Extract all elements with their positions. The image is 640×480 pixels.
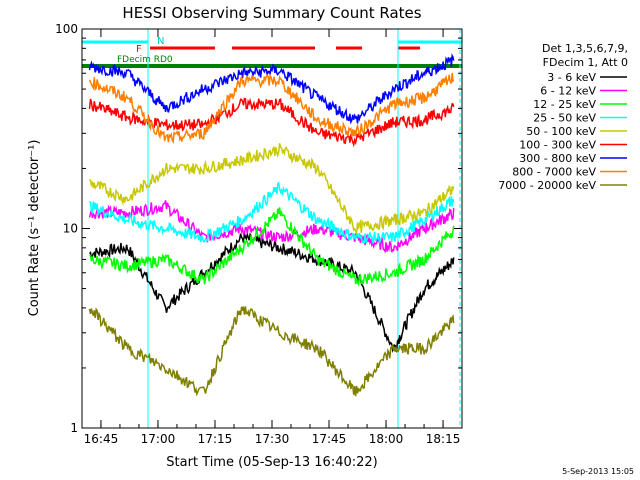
legend-label: 300 - 800 keV <box>519 152 596 165</box>
legend-label: 50 - 100 keV <box>526 125 596 138</box>
chart-title: HESSI Observing Summary Count Rates <box>122 4 421 22</box>
x-tick-label: 17:45 <box>312 432 347 446</box>
legend-label: 7000 - 20000 keV <box>498 179 596 192</box>
decimation-flag-label: FDecim RD0 <box>117 55 173 65</box>
flag-bars <box>81 29 462 428</box>
y-axis-label: Count Rate (s⁻¹ detector⁻¹) <box>27 140 42 317</box>
legend-label: 800 - 7000 keV <box>512 166 596 179</box>
x-tick-label: 18:00 <box>369 432 404 446</box>
flare-flag-label: F <box>136 44 142 55</box>
legend-header-line-1: Det 1,3,5,6,7,9, <box>542 42 628 55</box>
series-line <box>88 231 455 354</box>
series-lines <box>88 53 455 397</box>
legend-label: 12 - 25 keV <box>533 98 596 111</box>
axes: 16:45 17:00 17:15 17:30 17:45 18:00 18:15 1 10 10… <box>55 22 462 446</box>
series-line <box>89 207 455 287</box>
y-tick-label: 1 <box>70 421 78 435</box>
legend-label: 6 - 12 keV <box>540 85 596 98</box>
timestamp-label: 5-Sep-2013 15:05 <box>562 467 634 476</box>
saa-flag-label: N <box>157 36 164 47</box>
x-tick-label: 16:45 <box>84 432 119 446</box>
y-tick-label: 10 <box>63 222 78 236</box>
legend-header-line-2: FDecim 1, Att 0 <box>543 56 628 69</box>
series-line <box>88 200 455 254</box>
x-tick-label: 17:30 <box>255 432 290 446</box>
legend-label: 100 - 300 keV <box>519 139 596 152</box>
legend-label: 3 - 6 keV <box>547 71 596 84</box>
series-line <box>88 53 455 125</box>
series-line <box>88 181 455 244</box>
legend: Det 1,3,5,6,7,9, FDecim 1, Att 0 3 - 6 k… <box>498 42 628 192</box>
series-line <box>89 143 455 235</box>
x-tick-label: 17:15 <box>198 432 233 446</box>
series-line <box>88 306 455 397</box>
plot-frame <box>81 28 463 429</box>
series-line <box>88 72 455 145</box>
y-tick-label: 100 <box>55 22 78 36</box>
legend-label: 25 - 50 keV <box>533 112 596 125</box>
x-tick-label: 18:15 <box>426 432 461 446</box>
x-axis-label: Start Time (05-Sep-13 16:40:22) <box>166 455 377 470</box>
x-tick-label: 17:00 <box>141 432 176 446</box>
